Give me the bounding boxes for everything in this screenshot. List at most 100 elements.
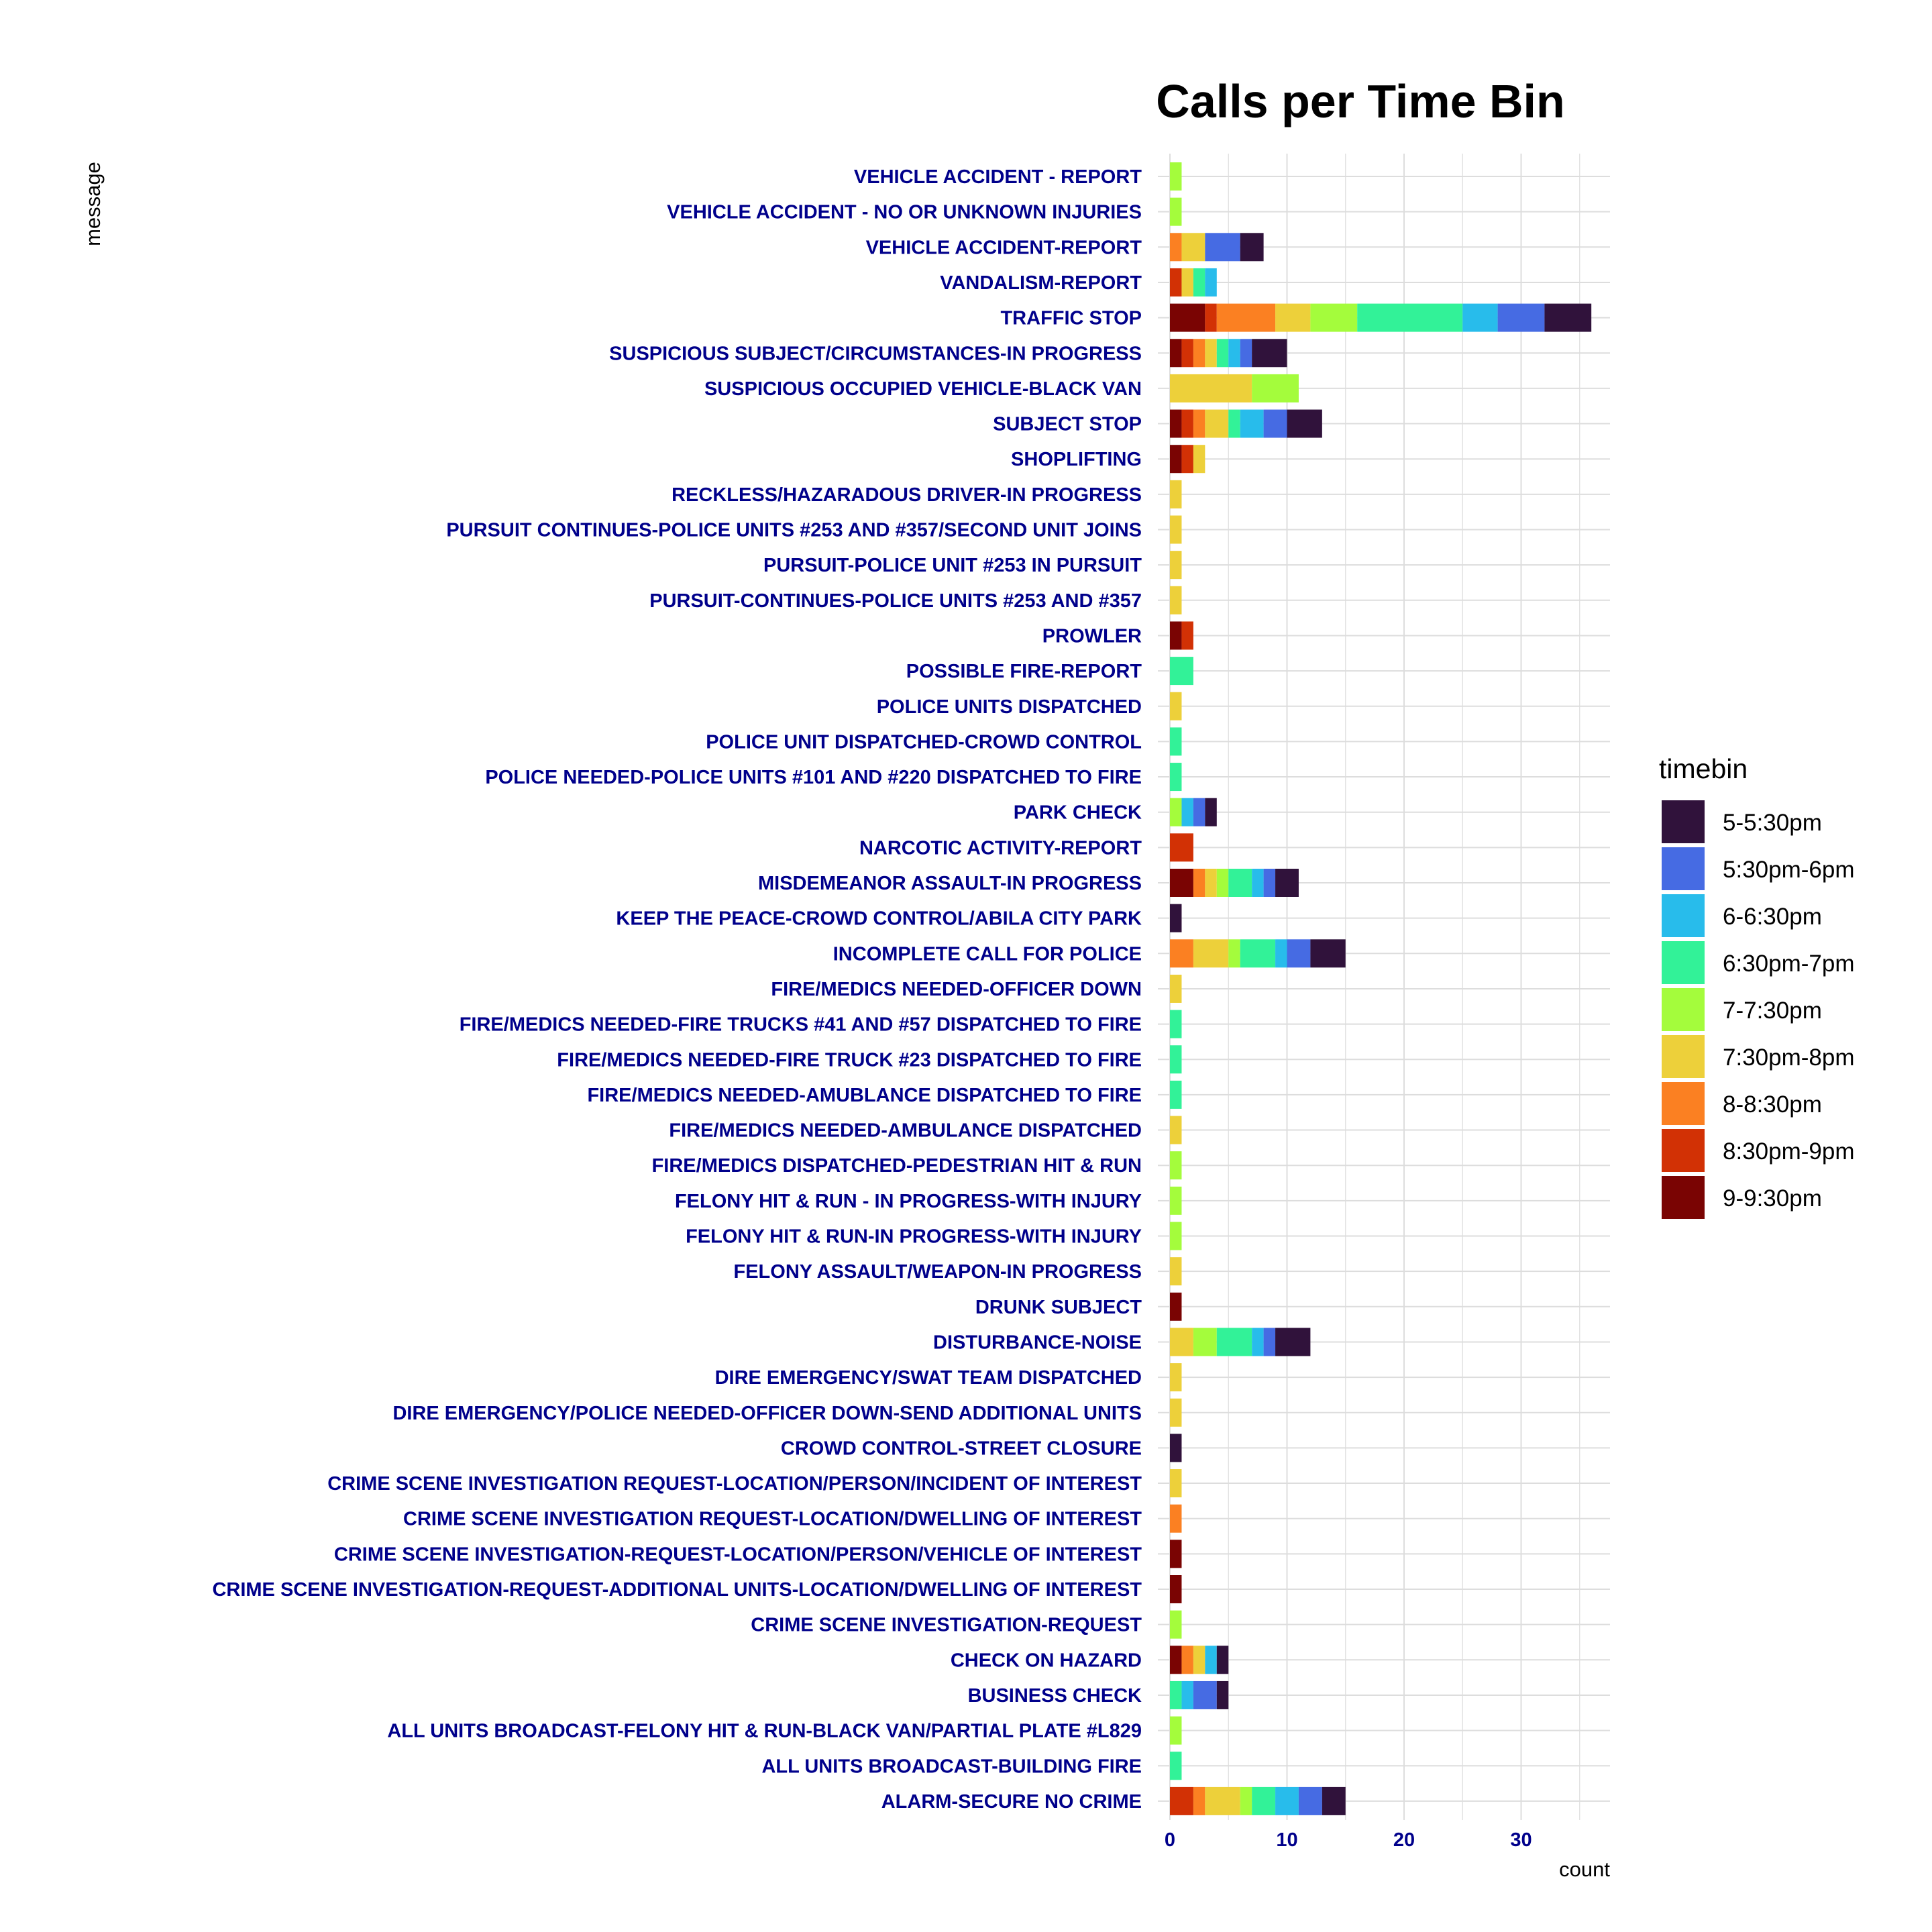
bar-segment: [1170, 1716, 1182, 1745]
bar-segment: [1287, 409, 1322, 438]
y-axis-title: message: [81, 162, 105, 246]
bar-segment: [1205, 233, 1240, 262]
category-label: FIRE/MEDICS NEEDED-OFFICER DOWN: [771, 979, 1142, 1000]
bar-segment: [1252, 374, 1299, 402]
bar-segment: [1216, 1680, 1229, 1709]
legend: timebin 5-5:30pm 5:30pm-6pm 6-6:30pm 6:30pm…: [1659, 753, 1854, 1219]
category-label: TRAFFIC STOP: [1000, 308, 1142, 329]
legend-label: 8:30pm-9pm: [1723, 1138, 1854, 1165]
bar-segment: [1205, 268, 1217, 297]
legend-swatch: [1662, 1082, 1705, 1125]
bar-segment: [1193, 1680, 1217, 1709]
bar-segment: [1216, 1328, 1252, 1356]
category-label: POLICE UNIT DISPATCHED-CROWD CONTROL: [706, 731, 1142, 753]
chart-title: Calls per Time Bin: [1156, 75, 1564, 127]
category-label: CHECK ON HAZARD: [951, 1650, 1142, 1671]
category-label: RECKLESS/HAZARADOUS DRIVER-IN PROGRESS: [672, 484, 1142, 506]
bar-segment: [1170, 1646, 1182, 1674]
bar-segment: [1216, 303, 1276, 332]
bar-segment: [1170, 339, 1182, 368]
bars: [1170, 162, 1592, 1815]
bar-segment: [1275, 1786, 1299, 1815]
bar-segment: [1275, 1328, 1311, 1356]
bar-segment: [1170, 1610, 1182, 1639]
category-label: VEHICLE ACCIDENT - REPORT: [854, 166, 1142, 188]
category-label: MISDEMEANOR ASSAULT-IN PROGRESS: [758, 873, 1142, 894]
bar-segment: [1170, 409, 1182, 438]
category-label: FELONY HIT & RUN-IN PROGRESS-WITH INJURY: [686, 1226, 1142, 1248]
bar-segment: [1193, 869, 1205, 897]
bar-segment: [1181, 1646, 1193, 1674]
category-label: ALL UNITS BROADCAST-FELONY HIT & RUN-BLA…: [387, 1721, 1142, 1742]
bar-segment: [1170, 1186, 1182, 1215]
bar-segment: [1170, 1222, 1182, 1250]
bar-segment: [1170, 1680, 1182, 1709]
bar-segment: [1170, 798, 1182, 826]
category-label: DISTURBANCE-NOISE: [933, 1332, 1142, 1353]
bar-segment: [1170, 1786, 1193, 1815]
bar-segment: [1170, 904, 1182, 932]
bar-segment: [1181, 409, 1193, 438]
category-label: ALL UNITS BROADCAST-BUILDING FIRE: [761, 1756, 1142, 1777]
bar-segment: [1170, 939, 1193, 968]
legend-label: 9-9:30pm: [1723, 1185, 1822, 1212]
bar-segment: [1170, 551, 1182, 580]
legend-swatch: [1662, 1176, 1705, 1219]
category-label: POLICE UNITS DISPATCHED: [877, 696, 1142, 718]
bar-segment: [1193, 409, 1205, 438]
bar-segment: [1170, 374, 1252, 402]
category-label: DIRE EMERGENCY/SWAT TEAM DISPATCHED: [715, 1367, 1142, 1389]
category-label: VEHICLE ACCIDENT-REPORT: [866, 237, 1142, 258]
category-label: PURSUIT-CONTINUES-POLICE UNITS #253 AND …: [649, 590, 1142, 612]
category-label: VEHICLE ACCIDENT - NO OR UNKNOWN INJURIE…: [667, 202, 1142, 223]
bar-segment: [1240, 939, 1276, 968]
bar-segment: [1275, 869, 1299, 897]
bar-segment: [1170, 480, 1182, 508]
bar-segment: [1310, 939, 1346, 968]
legend-swatch: [1662, 800, 1705, 843]
bar-segment: [1181, 1680, 1193, 1709]
bar-segment: [1263, 1328, 1276, 1356]
bar-segment: [1275, 939, 1287, 968]
bar-segment: [1216, 339, 1229, 368]
bar-segment: [1170, 1257, 1182, 1286]
bar-segment: [1205, 303, 1217, 332]
category-label: INCOMPLETE CALL FOR POLICE: [833, 943, 1142, 965]
category-label: FELONY ASSAULT/WEAPON-IN PROGRESS: [733, 1261, 1142, 1283]
bar-segment: [1193, 1328, 1217, 1356]
category-label: SUSPICIOUS SUBJECT/CIRCUMSTANCES-IN PROG…: [609, 343, 1142, 364]
legend-swatch: [1662, 847, 1705, 890]
bar-segment: [1228, 409, 1240, 438]
category-label: DIRE EMERGENCY/POLICE NEEDED-OFFICER DOW…: [392, 1403, 1142, 1424]
bar-segment: [1240, 409, 1264, 438]
bar-segment: [1170, 233, 1182, 262]
category-label: KEEP THE PEACE-CROWD CONTROL/ABILA CITY …: [616, 908, 1142, 930]
category-label: DRUNK SUBJECT: [975, 1297, 1142, 1318]
x-tick-label: 0: [1165, 1829, 1175, 1851]
category-label: FIRE/MEDICS NEEDED-AMUBLANCE DISPATCHED …: [587, 1085, 1142, 1106]
bar-segment: [1170, 833, 1193, 862]
bar-segment: [1170, 1010, 1182, 1038]
bar-segment: [1181, 445, 1193, 474]
bar-segment: [1228, 869, 1252, 897]
bar-segment: [1462, 303, 1498, 332]
bar-segment: [1205, 339, 1217, 368]
bar-segment: [1205, 1786, 1240, 1815]
bar-segment: [1170, 1398, 1182, 1427]
bar-segment: [1170, 1540, 1182, 1568]
bar-segment: [1240, 1786, 1252, 1815]
category-label: PROWLER: [1042, 625, 1142, 647]
x-axis-title: count: [1559, 1858, 1610, 1881]
x-tick-label: 10: [1276, 1829, 1297, 1851]
legend-label: 6:30pm-7pm: [1723, 951, 1854, 977]
bar-segment: [1240, 339, 1252, 368]
legend-label: 7:30pm-8pm: [1723, 1044, 1854, 1071]
category-label: ALARM-SECURE NO CRIME: [881, 1791, 1142, 1813]
category-label: BUSINESS CHECK: [968, 1685, 1142, 1707]
legend-swatch: [1662, 1035, 1705, 1078]
category-label: CRIME SCENE INVESTIGATION-REQUEST: [751, 1615, 1142, 1636]
bar-segment: [1170, 974, 1182, 1003]
bar-segment: [1252, 339, 1287, 368]
legend-label: 5-5:30pm: [1723, 810, 1822, 836]
